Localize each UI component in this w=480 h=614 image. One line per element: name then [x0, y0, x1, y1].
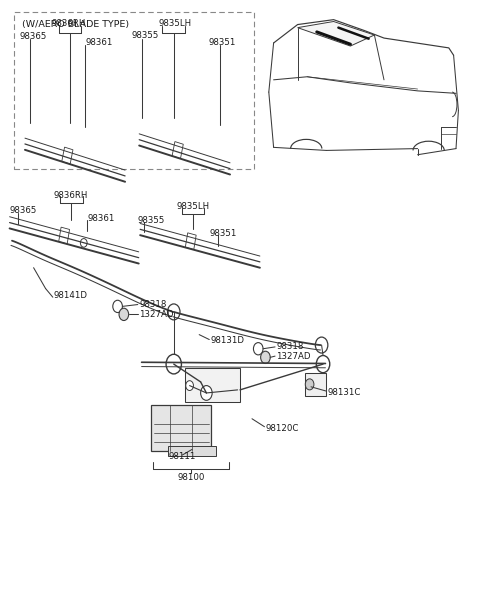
Text: 98141D: 98141D [54, 292, 88, 300]
Text: 98361: 98361 [85, 39, 113, 47]
Text: 1327AD: 1327AD [276, 352, 311, 360]
Circle shape [166, 354, 181, 374]
Circle shape [305, 379, 314, 390]
Text: 9836RH: 9836RH [52, 19, 86, 28]
Text: 98351: 98351 [209, 39, 236, 47]
Polygon shape [59, 227, 70, 244]
Text: 98318: 98318 [139, 300, 167, 309]
Text: 1327AD: 1327AD [139, 310, 174, 319]
Text: 98365: 98365 [10, 206, 37, 215]
Circle shape [119, 308, 129, 321]
Text: 98120C: 98120C [265, 424, 299, 433]
Text: 98131D: 98131D [210, 336, 244, 345]
Circle shape [113, 300, 122, 313]
Text: 98111: 98111 [169, 452, 196, 460]
Circle shape [168, 304, 180, 320]
Polygon shape [185, 233, 196, 249]
Circle shape [186, 381, 193, 391]
Circle shape [261, 351, 270, 363]
Text: 98100: 98100 [177, 473, 205, 481]
Polygon shape [62, 147, 73, 164]
Text: 98355: 98355 [138, 216, 165, 225]
Text: 98318: 98318 [276, 342, 304, 351]
Text: 98355: 98355 [131, 31, 158, 40]
Text: 9835LH: 9835LH [176, 203, 209, 211]
Circle shape [253, 343, 263, 355]
Text: 98351: 98351 [210, 229, 237, 238]
Circle shape [315, 337, 328, 353]
Text: 98365: 98365 [19, 33, 47, 41]
Circle shape [80, 239, 87, 247]
Bar [305, 373, 326, 396]
Circle shape [316, 356, 330, 373]
Bar [185, 368, 240, 402]
Bar [168, 446, 216, 456]
Polygon shape [172, 142, 183, 158]
Polygon shape [298, 21, 374, 46]
Bar [151, 405, 211, 451]
Text: 98131C: 98131C [327, 389, 361, 397]
Circle shape [201, 386, 212, 400]
Text: 9836RH: 9836RH [54, 191, 88, 200]
Text: 9835LH: 9835LH [158, 19, 192, 28]
Text: (W/AERO BLADE TYPE): (W/AERO BLADE TYPE) [22, 20, 129, 29]
Text: 98361: 98361 [88, 214, 115, 223]
